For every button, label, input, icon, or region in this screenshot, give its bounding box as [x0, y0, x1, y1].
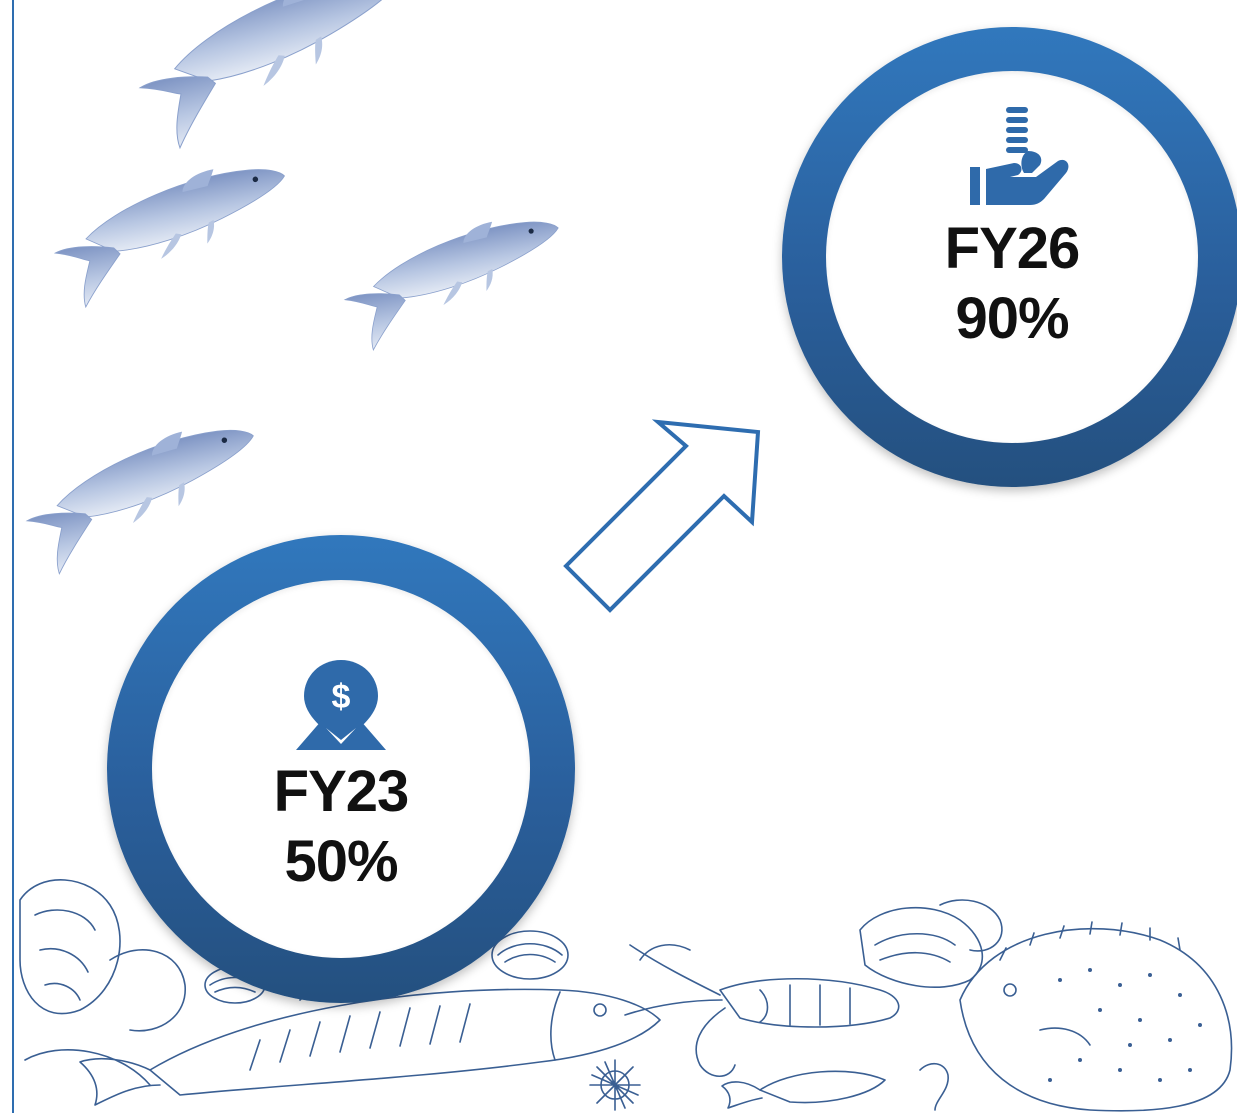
- milestone-value-fy26: 90%: [955, 286, 1069, 351]
- milestone-value-fy23: 50%: [284, 829, 398, 894]
- milestone-ring-fy26: FY26 90%: [782, 27, 1237, 487]
- milestone-ring-fy23: $ FY23 50%: [107, 535, 575, 1003]
- left-border-line: [12, 0, 14, 1113]
- milestone-year-fy23: FY23: [273, 759, 410, 824]
- sea-urchin-sketch: [589, 1059, 641, 1111]
- milestone-ring-inner-fy26: FY26 90%: [826, 71, 1198, 443]
- dollar-location-pin-icon: $: [296, 660, 386, 750]
- hand-holding-coins-icon: [970, 107, 1069, 205]
- svg-text:$: $: [332, 678, 351, 716]
- milestone-year-fy26: FY26: [944, 216, 1081, 281]
- milestone-ring-inner-fy23: $ FY23 50%: [152, 580, 530, 958]
